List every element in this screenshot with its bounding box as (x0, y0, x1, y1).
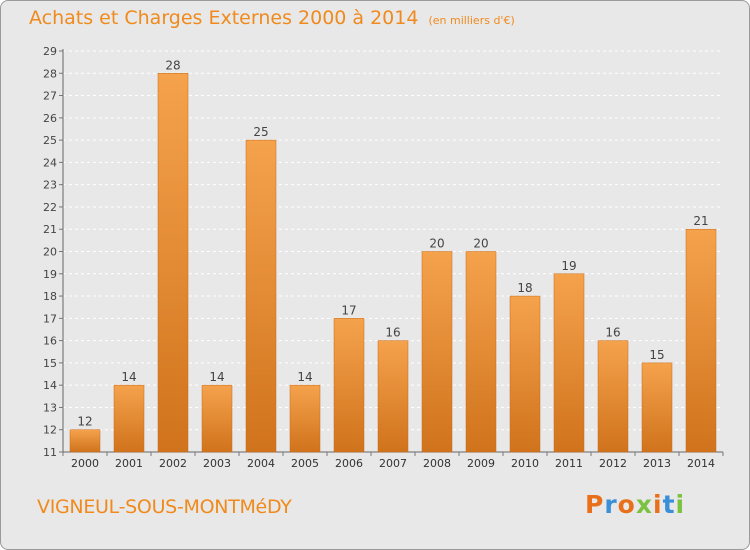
bar (685, 228, 717, 453)
x-tick-label: 2014 (687, 457, 715, 470)
bar (597, 340, 629, 453)
y-tick-label: 23 (43, 179, 57, 192)
chart-title: Achats et Charges Externes 2000 à 2014 (e… (29, 7, 515, 29)
y-tick-label: 24 (43, 156, 57, 169)
data-label: 18 (517, 281, 532, 295)
data-label: 17 (341, 303, 356, 317)
x-tick-label: 2004 (247, 457, 275, 470)
logo-letter: i (675, 490, 686, 519)
y-tick-label: 26 (43, 112, 57, 125)
bar (289, 384, 321, 453)
commune-name: VIGNEUL-SOUS-MONTMéDY (37, 496, 292, 518)
bar (113, 384, 145, 453)
logo-letter: o (617, 490, 636, 519)
y-tick-label: 14 (43, 379, 57, 392)
bar (421, 251, 453, 453)
proxiti-logo: Proxiti (585, 490, 685, 519)
data-label: 20 (429, 237, 444, 251)
data-label: 14 (297, 370, 312, 384)
x-tick-label: 2003 (203, 457, 231, 470)
data-label: 21 (693, 214, 708, 228)
chart-title-text: Achats et Charges Externes 2000 à 2014 (29, 7, 419, 29)
data-label: 12 (77, 415, 92, 429)
y-tick-label: 13 (43, 401, 57, 414)
y-tick-label: 15 (43, 357, 57, 370)
bar (69, 429, 101, 453)
x-tick-label: 2000 (71, 457, 99, 470)
data-label: 20 (473, 237, 488, 251)
x-tick-label: 2005 (291, 457, 319, 470)
data-label: 19 (561, 259, 576, 273)
bar (201, 384, 233, 453)
y-tick-label: 17 (43, 312, 57, 325)
y-tick-label: 11 (43, 446, 57, 459)
data-label: 16 (385, 326, 400, 340)
logo-letter: P (585, 490, 605, 519)
logo-letter: r (604, 490, 618, 519)
x-tick-label: 2011 (555, 457, 583, 470)
data-label: 15 (649, 348, 664, 362)
y-tick-label: 27 (43, 90, 57, 103)
bar (465, 251, 497, 453)
y-tick-label: 25 (43, 134, 57, 147)
x-tick-label: 2006 (335, 457, 363, 470)
bar (157, 73, 189, 453)
bar (553, 273, 585, 453)
bar (641, 362, 673, 453)
y-tick-label: 21 (43, 223, 57, 236)
x-tick-label: 2001 (115, 457, 143, 470)
data-label: 16 (605, 326, 620, 340)
bar (377, 340, 409, 453)
y-tick-label: 20 (43, 246, 57, 259)
bar (333, 318, 365, 453)
y-tick-label: 22 (43, 201, 57, 214)
data-label: 25 (253, 125, 268, 139)
y-tick-label: 12 (43, 424, 57, 437)
y-tick-label: 28 (43, 67, 57, 80)
data-label: 14 (209, 370, 224, 384)
logo-letter: t (662, 490, 676, 519)
bar (245, 139, 277, 453)
x-tick-label: 2009 (467, 457, 495, 470)
logo-letter: x (635, 490, 653, 519)
y-tick-label: 29 (43, 45, 57, 58)
logo-letter: i (653, 490, 663, 519)
data-label: 14 (121, 370, 136, 384)
y-tick-label: 16 (43, 335, 57, 348)
x-tick-label: 2002 (159, 457, 187, 470)
data-label: 28 (165, 58, 180, 72)
chart-subtitle: (en milliers d'€) (428, 14, 515, 27)
y-tick-label: 18 (43, 290, 57, 303)
x-tick-label: 2012 (599, 457, 627, 470)
y-tick-label: 19 (43, 268, 57, 281)
x-tick-label: 2007 (379, 457, 407, 470)
bar (509, 295, 541, 453)
x-tick-label: 2008 (423, 457, 451, 470)
x-tick-label: 2013 (643, 457, 671, 470)
x-tick-label: 2010 (511, 457, 539, 470)
